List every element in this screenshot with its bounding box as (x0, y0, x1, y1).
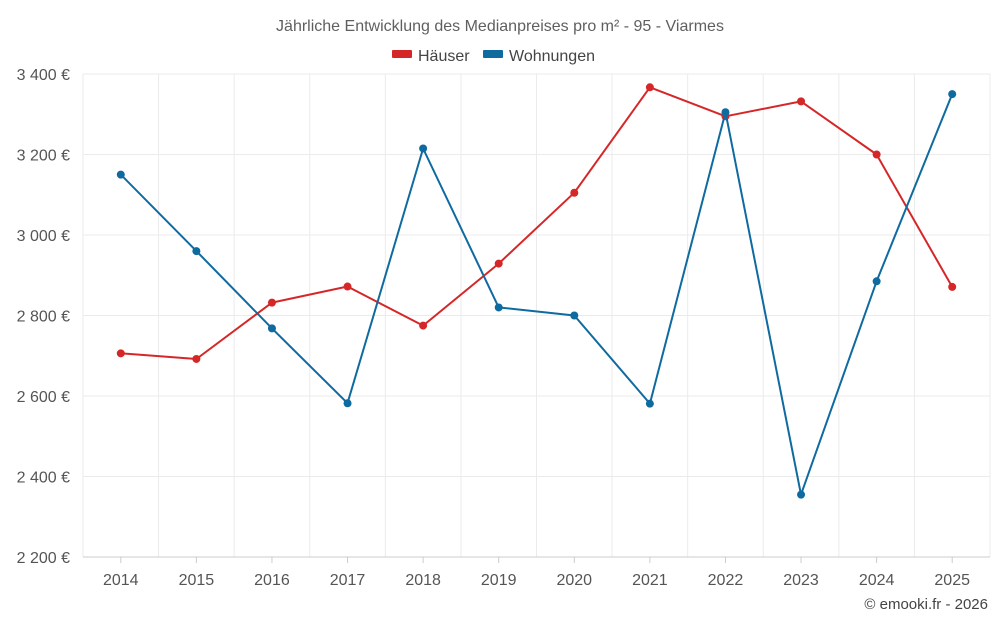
data-point-wohnungen[interactable] (419, 144, 428, 153)
legend: Häuser Wohnungen (392, 48, 595, 65)
x-tick-label: 2022 (708, 572, 744, 589)
axis-labels: 2 200 € 2 400 € 2 600 € 2 800 € 3 000 € 3 200… (17, 67, 970, 589)
data-point-wohnungen[interactable] (343, 399, 352, 408)
x-tick-label: 2016 (254, 572, 290, 589)
data-point-wohnungen[interactable] (570, 311, 579, 320)
chart-title: Jährliche Entwicklung des Medianpreises … (276, 18, 724, 35)
data-point-wohnungen[interactable] (494, 303, 503, 312)
data-point-wohnungen[interactable] (721, 108, 730, 117)
data-point-haeuser[interactable] (645, 83, 654, 92)
y-tick-label: 2 400 € (17, 470, 70, 487)
x-tick-label: 2025 (934, 572, 970, 589)
series-line-haeuser (120, 86, 954, 360)
series-wohnungen (116, 90, 957, 499)
series-haeuser (116, 83, 957, 363)
data-point-haeuser[interactable] (267, 298, 276, 307)
series-line-wohnungen (120, 93, 954, 496)
legend-label-wohnungen[interactable]: Wohnungen (509, 48, 595, 65)
data-point-wohnungen[interactable] (872, 277, 881, 286)
y-tick-label: 3 000 € (17, 228, 70, 245)
data-point-wohnungen[interactable] (948, 90, 957, 99)
x-tick-label: 2014 (103, 572, 139, 589)
data-point-wohnungen[interactable] (645, 399, 654, 408)
x-tick-label: 2018 (405, 572, 441, 589)
x-tick-label: 2023 (783, 572, 819, 589)
data-point-wohnungen[interactable] (797, 490, 806, 499)
y-tick-label: 3 400 € (17, 67, 70, 84)
data-point-haeuser[interactable] (343, 282, 352, 291)
series-layer (116, 83, 957, 499)
data-point-haeuser[interactable] (419, 321, 428, 330)
x-tick-label: 2017 (330, 572, 366, 589)
legend-swatch-wohnungen (483, 50, 503, 58)
x-tick-label: 2024 (859, 572, 895, 589)
y-tick-label: 2 600 € (17, 389, 70, 406)
legend-swatch-haeuser (392, 50, 412, 58)
data-point-wohnungen[interactable] (267, 324, 276, 333)
data-point-haeuser[interactable] (872, 150, 881, 159)
data-point-wohnungen[interactable] (116, 170, 125, 179)
y-tick-label: 2 800 € (17, 309, 70, 326)
grid (82, 73, 991, 563)
legend-label-haeuser[interactable]: Häuser (418, 48, 470, 65)
data-point-haeuser[interactable] (948, 282, 957, 291)
data-point-haeuser[interactable] (116, 349, 125, 358)
credit-text: © emooki.fr - 2026 (864, 596, 988, 613)
y-tick-label: 2 200 € (17, 550, 70, 567)
data-point-haeuser[interactable] (797, 97, 806, 106)
x-tick-label: 2021 (632, 572, 668, 589)
data-point-haeuser[interactable] (494, 259, 503, 268)
x-tick-label: 2020 (556, 572, 592, 589)
data-point-haeuser[interactable] (192, 354, 201, 363)
data-point-wohnungen[interactable] (192, 247, 201, 256)
x-tick-label: 2019 (481, 572, 517, 589)
y-tick-label: 3 200 € (17, 148, 70, 165)
x-tick-label: 2015 (179, 572, 215, 589)
data-point-haeuser[interactable] (570, 188, 579, 197)
